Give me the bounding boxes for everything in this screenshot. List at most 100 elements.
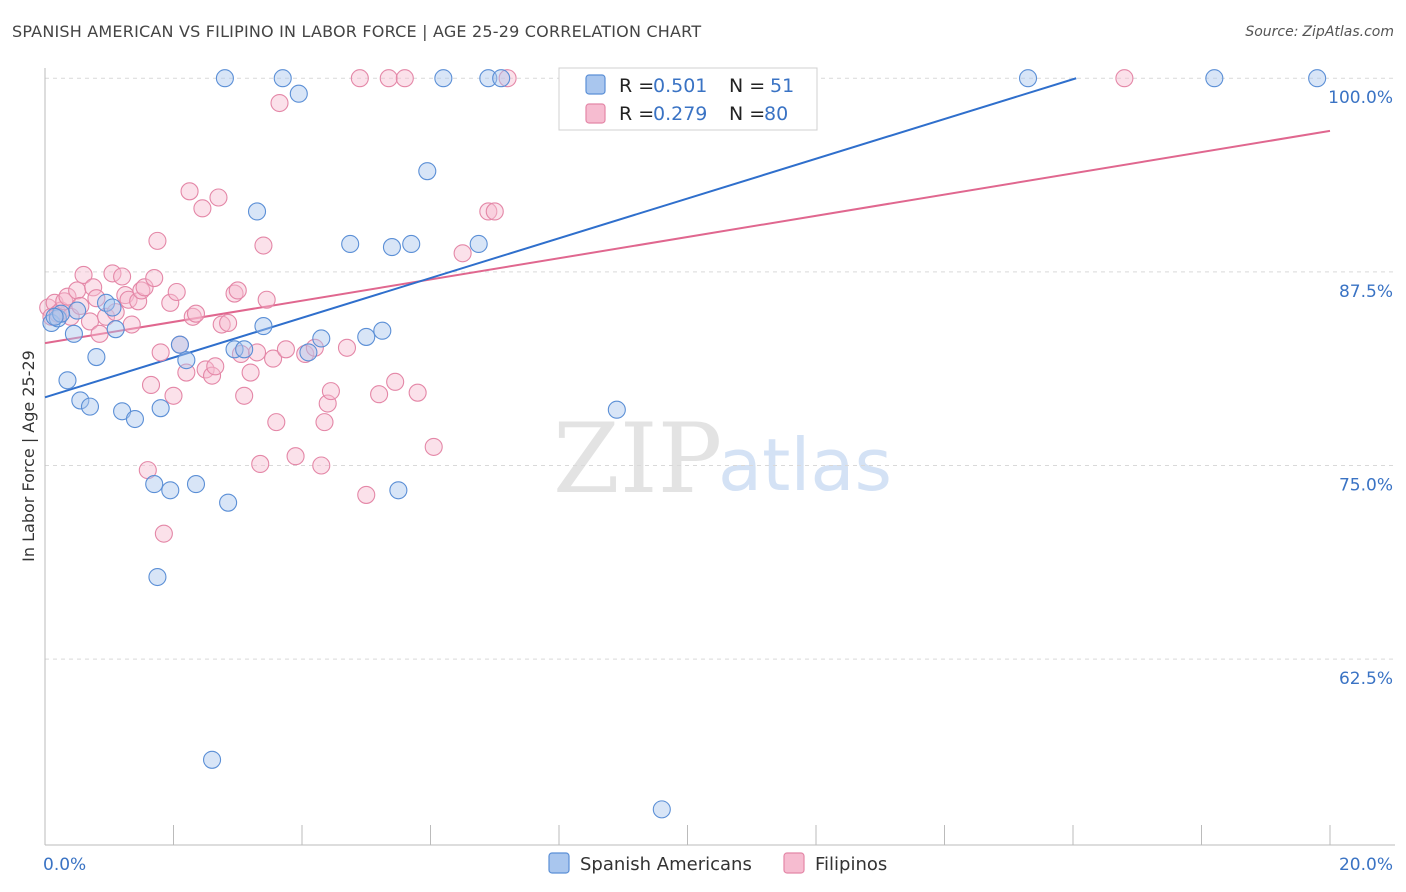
series-legend: Spanish Americans Filipinos <box>548 852 887 875</box>
series-legend-label-filipinos[interactable]: Filipinos <box>815 854 887 875</box>
spanish-americans-point <box>492 69 511 88</box>
filipinos-point <box>305 338 324 357</box>
filipinos-point <box>96 307 116 326</box>
spanish-americans-point <box>71 391 90 410</box>
filipinos-point <box>228 281 247 300</box>
filipinos-point <box>154 524 173 543</box>
spanish-americans-point <box>469 234 488 254</box>
spanish-americans-point <box>1308 69 1327 88</box>
filipinos-point <box>350 69 369 88</box>
spanish-americans-point <box>299 343 318 362</box>
filipinos-point <box>286 447 305 466</box>
filipinos-point <box>84 278 103 297</box>
filipinos-point <box>312 456 331 475</box>
spanish-americans-point <box>341 234 360 254</box>
series-legend-label-spanish-americans[interactable]: Spanish Americans <box>580 854 752 875</box>
spanish-americans-point <box>177 351 196 370</box>
filipinos-point <box>453 244 472 263</box>
spanish-americans-point <box>373 321 392 340</box>
filipinos-point <box>87 289 106 308</box>
spanish-americans-point <box>1205 69 1224 88</box>
filipinos-point <box>212 315 231 334</box>
series-legend-swatch-filipinos[interactable] <box>783 852 805 874</box>
filipinos-point <box>183 307 202 326</box>
spanish-americans-point <box>45 307 64 326</box>
filipinos-point <box>321 382 340 401</box>
spanish-americans-point <box>312 329 331 348</box>
spanish-americans-point <box>289 84 308 103</box>
watermark: ZIP atlas <box>553 403 892 515</box>
legend-r-label-pink: R = <box>619 103 654 125</box>
filipinos-point <box>177 363 196 382</box>
y-tick-label: 75.0% <box>1339 475 1393 495</box>
filipinos-point <box>148 231 167 250</box>
filipinos-point <box>161 293 180 312</box>
series-legend-swatch-spanish-americans[interactable] <box>548 852 570 874</box>
filipinos-trend-line <box>44 129 1331 345</box>
spanish-americans-point <box>607 400 626 419</box>
filipinos-point <box>193 199 212 218</box>
spanish-americans-point <box>161 481 180 500</box>
x-tick-labels: 0.0% 20.0% <box>43 855 1393 875</box>
filipinos-point <box>498 69 517 88</box>
spanish-americans-trend-line <box>44 77 1077 399</box>
spanish-americans-point <box>186 475 206 494</box>
axes <box>44 68 1395 846</box>
filipinos-point <box>135 278 154 297</box>
y-tick-label: 87.5% <box>1339 282 1393 302</box>
filipinos-point <box>132 281 151 300</box>
spanish-americans-point <box>247 202 267 221</box>
filipinos-point <box>479 202 498 221</box>
source-label: Source: <box>1245 24 1299 40</box>
filipinos-point <box>379 69 398 88</box>
spanish-americans-point <box>219 493 238 512</box>
filipinos-point <box>225 284 244 303</box>
filipinos-point <box>264 349 283 368</box>
legend-n-label-blue: N = <box>729 75 765 97</box>
filipinos-point <box>395 69 414 88</box>
filipinos-point <box>122 315 141 334</box>
spanish-americans-point <box>434 69 453 88</box>
spanish-americans-point <box>125 409 144 429</box>
filipinos-point <box>1115 69 1134 88</box>
filipinos-point <box>235 386 254 405</box>
legend-swatch-blue <box>585 74 606 95</box>
filipinos-point <box>254 236 273 255</box>
spanish-americans-point <box>203 750 222 769</box>
filipinos-point <box>209 188 228 207</box>
filipinos-point <box>357 485 376 504</box>
y-tick-label: 62.5% <box>1339 669 1393 689</box>
spanish-americans-point <box>103 298 122 317</box>
filipinos-point <box>180 182 199 201</box>
spanish-americans-point <box>151 399 170 418</box>
spanish-americans-point <box>479 69 498 88</box>
watermark-zip: ZIP <box>553 403 722 515</box>
filipinos-point <box>386 372 405 391</box>
trend-lines <box>44 77 1331 399</box>
filipinos-point <box>370 385 389 404</box>
spanish-americans-point <box>1018 69 1038 88</box>
filipinos-point <box>241 363 260 382</box>
filipinos-point <box>141 375 161 394</box>
filipinos-point <box>257 290 276 309</box>
spanish-americans-point <box>273 69 292 88</box>
legend-n-label-pink: N = <box>729 103 765 125</box>
spanish-americans-point <box>148 567 167 587</box>
filipinos-point <box>296 344 315 364</box>
legend-r-value-pink: 0.279 <box>653 103 707 125</box>
source-link[interactable]: ZipAtlas.com <box>1302 24 1394 40</box>
filipinos-points <box>39 69 1134 543</box>
filipinos-point <box>151 343 170 362</box>
filipinos-point <box>270 93 289 113</box>
filipinos-point <box>485 202 504 221</box>
filipinos-point <box>145 269 164 288</box>
filipinos-point <box>206 357 225 376</box>
spanish-americans-point <box>80 397 100 416</box>
filipinos-point <box>337 338 357 357</box>
filipinos-point <box>251 454 270 473</box>
spanish-americans-point <box>145 475 164 494</box>
filipinos-point <box>164 386 183 405</box>
chart-title: SPANISH AMERICAN VS FILIPINO IN LABOR FO… <box>12 22 702 41</box>
spanish-americans-point <box>170 335 189 354</box>
